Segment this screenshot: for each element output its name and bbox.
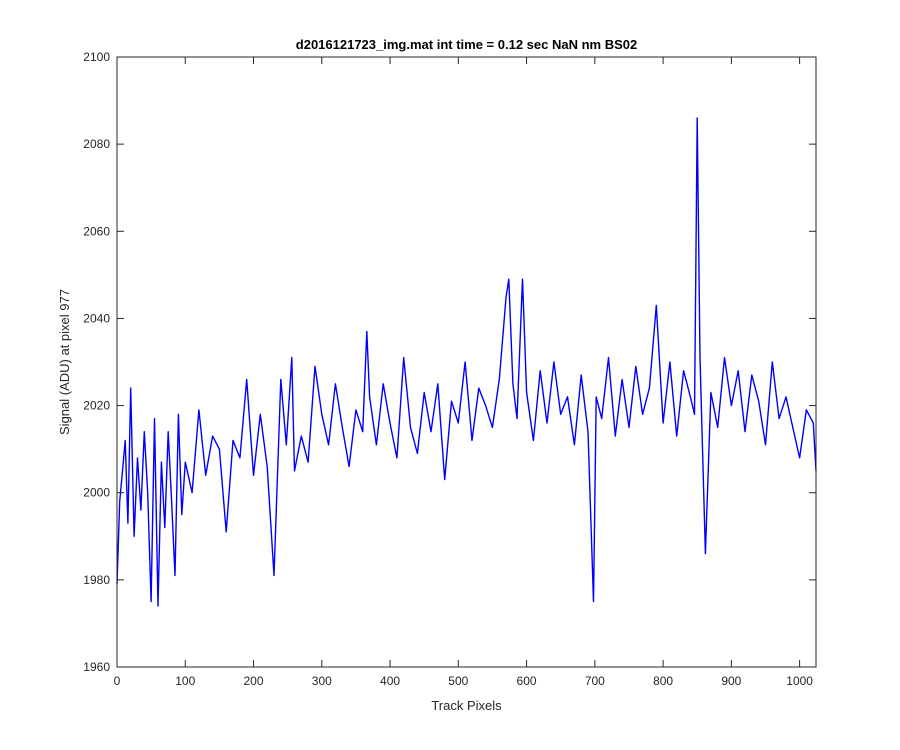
x-tick-label: 0: [114, 674, 121, 688]
plot-frame: [116, 56, 817, 668]
y-tick-label: 1980: [83, 573, 110, 587]
x-axis-title: Track Pixels: [431, 698, 502, 713]
y-tick-label: 2000: [83, 486, 110, 500]
y-axis-title: Signal (ADU) at pixel 977: [57, 289, 72, 435]
plot-area: [117, 57, 816, 667]
x-tick-label: 300: [312, 674, 332, 688]
y-tick-label: 2100: [83, 50, 110, 64]
x-tick-label: 400: [380, 674, 400, 688]
y-tick-label: 1960: [83, 660, 110, 674]
x-tick-label: 500: [448, 674, 468, 688]
x-tick-label: 900: [721, 674, 741, 688]
x-tick-label: 600: [517, 674, 537, 688]
y-tick-label: 2040: [83, 311, 110, 325]
series-line-0: [116, 117, 817, 607]
ticks-layer: 0 100 200 300 400 500 600 700 800 900 1000 1960 1980…: [83, 50, 816, 688]
x-tick-label: 1000: [786, 674, 813, 688]
y-tick-label: 2080: [83, 137, 110, 151]
x-tick-label: 700: [585, 674, 605, 688]
x-tick-label: 200: [244, 674, 264, 688]
chart-title: d2016121723_img.mat int time = 0.12 sec …: [296, 37, 637, 52]
x-tick-label: 800: [653, 674, 673, 688]
series-layer: [116, 117, 817, 607]
y-tick-label: 2020: [83, 399, 110, 413]
x-tick-label: 100: [175, 674, 195, 688]
y-tick-label: 2060: [83, 224, 110, 238]
